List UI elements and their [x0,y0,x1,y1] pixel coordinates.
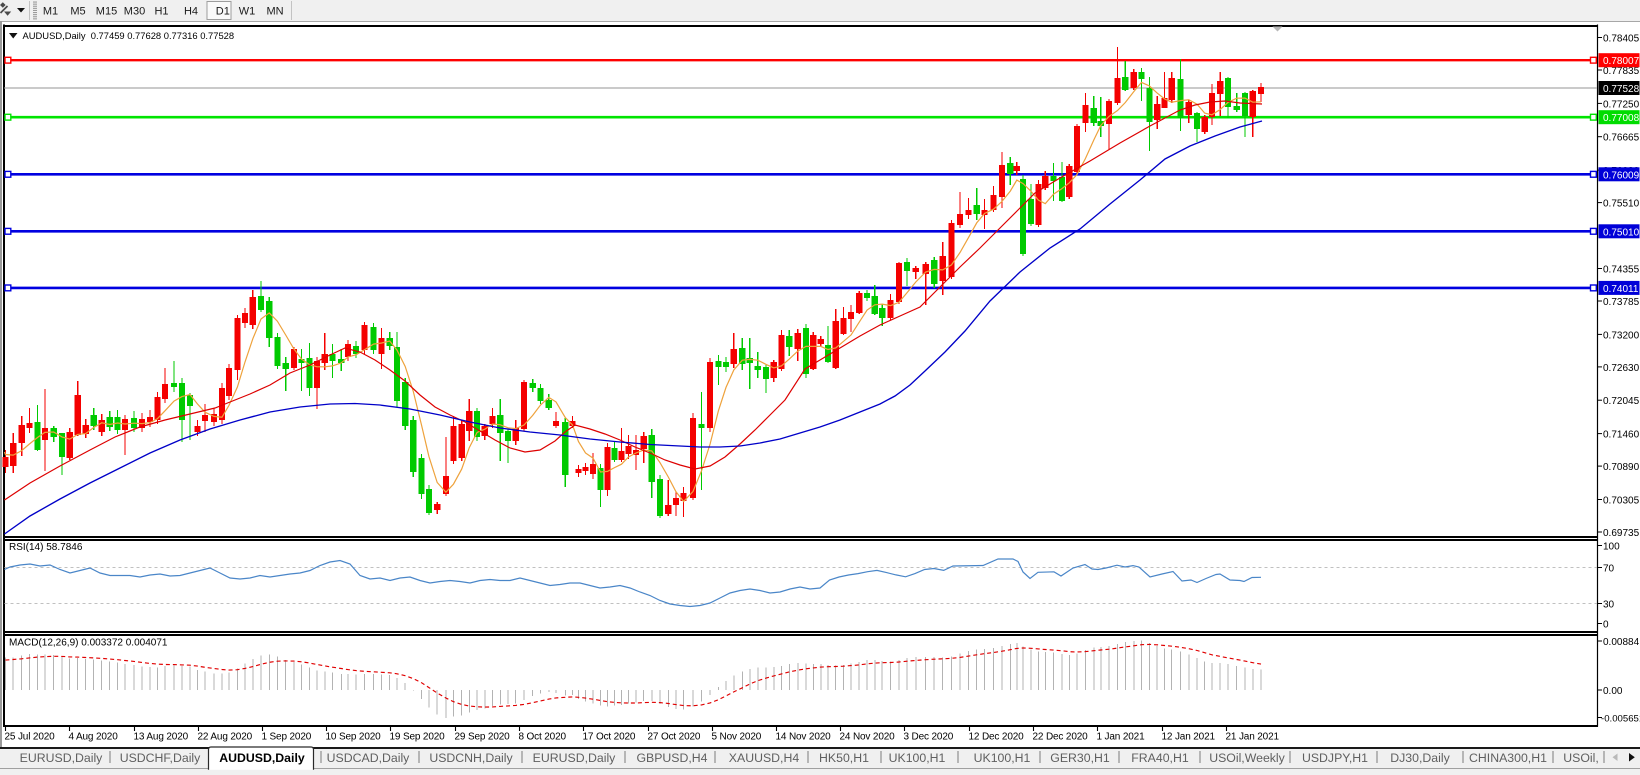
svg-text:RSI(14) 58.7846: RSI(14) 58.7846 [9,542,83,553]
svg-text:24 Nov 2020: 24 Nov 2020 [840,732,896,743]
svg-text:5 Nov 2020: 5 Nov 2020 [712,732,762,743]
svg-text:MACD(12,26,9) 0.003372 0.00407: MACD(12,26,9) 0.003372 0.004071 [9,638,168,649]
svg-text:30: 30 [1603,600,1615,611]
svg-text:100: 100 [1603,542,1620,553]
svg-text:H4: H4 [184,6,198,18]
svg-text:H1: H1 [154,6,168,18]
svg-text:21 Jan 2021: 21 Jan 2021 [1226,732,1280,743]
svg-text:0.70305: 0.70305 [1603,496,1640,507]
svg-text:0.76665: 0.76665 [1603,133,1640,144]
svg-text:8 Oct 2020: 8 Oct 2020 [519,732,567,743]
svg-text:0.69735: 0.69735 [1603,528,1640,539]
svg-text:0.73785: 0.73785 [1603,297,1640,308]
svg-text:12 Dec 2020: 12 Dec 2020 [969,732,1025,743]
svg-text:USDCAD,Daily: USDCAD,Daily [327,751,411,765]
svg-text:DJ30,Daily: DJ30,Daily [1390,751,1450,765]
svg-text:3 Dec 2020: 3 Dec 2020 [904,732,954,743]
svg-text:29 Sep 2020: 29 Sep 2020 [455,732,511,743]
svg-text:22 Aug 2020: 22 Aug 2020 [198,732,253,743]
svg-text:USDCHF,Daily: USDCHF,Daily [120,751,201,765]
svg-text:1 Jan 2021: 1 Jan 2021 [1097,732,1146,743]
svg-text:D1: D1 [216,6,230,18]
svg-text:0.00884: 0.00884 [1603,637,1640,648]
svg-text:27 Oct 2020: 27 Oct 2020 [648,732,701,743]
svg-text:EURUSD,Daily: EURUSD,Daily [20,751,104,765]
svg-text:USDJPY,H1: USDJPY,H1 [1302,751,1368,765]
svg-text:CHINA300,H1: CHINA300,H1 [1469,751,1547,765]
svg-text:0.74355: 0.74355 [1603,265,1640,276]
svg-text:4 Aug 2020: 4 Aug 2020 [69,732,119,743]
svg-text:70: 70 [1603,564,1615,575]
svg-text:0.77008: 0.77008 [1603,113,1640,124]
svg-text:W1: W1 [239,6,256,18]
svg-text:19 Sep 2020: 19 Sep 2020 [390,732,446,743]
svg-text:0.77250: 0.77250 [1603,99,1640,110]
svg-text:22 Dec 2020: 22 Dec 2020 [1033,732,1089,743]
svg-text:-0.005651: -0.005651 [1601,714,1640,725]
svg-text:0.72045: 0.72045 [1603,396,1640,407]
svg-text:GBPUSD,H4: GBPUSD,H4 [636,751,707,765]
svg-text:0.71460: 0.71460 [1603,430,1640,441]
svg-text:UK100,H1: UK100,H1 [889,751,946,765]
svg-text:EURUSD,Daily: EURUSD,Daily [533,751,617,765]
svg-text:XAUUSD,H4: XAUUSD,H4 [729,751,800,765]
svg-text:0.77528: 0.77528 [1603,84,1640,95]
svg-text:AUDUSD,Daily: AUDUSD,Daily [219,751,305,765]
svg-text:M30: M30 [124,6,145,18]
svg-text:13 Aug 2020: 13 Aug 2020 [134,732,189,743]
svg-text:0.78405: 0.78405 [1603,34,1640,45]
svg-text:12 Jan 2021: 12 Jan 2021 [1162,732,1216,743]
svg-text:GER30,H1: GER30,H1 [1050,751,1110,765]
svg-text:M15: M15 [96,6,117,18]
svg-text:10 Sep 2020: 10 Sep 2020 [326,732,382,743]
svg-text:25 Jul 2020: 25 Jul 2020 [5,732,56,743]
svg-text:0.73200: 0.73200 [1603,330,1640,341]
svg-text:AUDUSD,Daily 0.77459 0.77628: AUDUSD,Daily 0.77459 0.77628 0.77316 0.7… [23,30,235,41]
svg-text:USOil,: USOil, [1563,751,1599,765]
svg-text:0.75510: 0.75510 [1603,199,1640,210]
svg-text:UK100,H1: UK100,H1 [974,751,1031,765]
svg-text:0: 0 [1603,620,1609,631]
svg-text:USOil,Weekly: USOil,Weekly [1209,751,1285,765]
svg-text:M5: M5 [70,6,85,18]
svg-text:0.76009: 0.76009 [1603,170,1640,181]
svg-text:0.72630: 0.72630 [1603,363,1640,374]
svg-text:0.78007: 0.78007 [1603,56,1640,67]
svg-text:17 Oct 2020: 17 Oct 2020 [583,732,636,743]
svg-text:0.74011: 0.74011 [1603,284,1639,295]
svg-text:1 Sep 2020: 1 Sep 2020 [262,732,312,743]
svg-text:USDCNH,Daily: USDCNH,Daily [429,751,513,765]
svg-text:HK50,H1: HK50,H1 [819,751,869,765]
svg-text:FRA40,H1: FRA40,H1 [1131,751,1189,765]
svg-text:M1: M1 [43,6,58,18]
svg-text:0.77835: 0.77835 [1603,66,1640,77]
svg-text:0.75010: 0.75010 [1603,227,1640,238]
svg-text:MN: MN [266,6,283,18]
svg-text:14 Nov 2020: 14 Nov 2020 [776,732,832,743]
svg-text:0.00: 0.00 [1603,686,1623,697]
svg-text:0.70890: 0.70890 [1603,462,1640,473]
